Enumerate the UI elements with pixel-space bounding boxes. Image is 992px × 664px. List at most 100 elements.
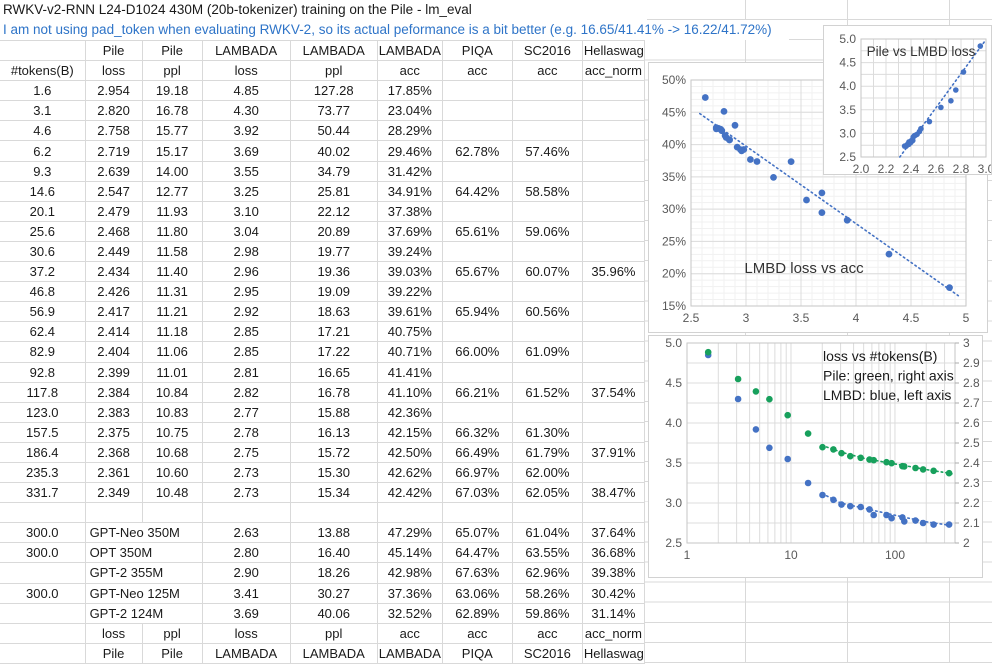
cell[interactable]: 56.9: [0, 301, 86, 323]
column-group-header[interactable]: LAMBADA: [289, 39, 378, 62]
cell[interactable]: 66.21%: [441, 381, 513, 403]
cell[interactable]: 15.88: [289, 401, 378, 423]
cell[interactable]: 39.38%: [581, 562, 646, 584]
cell[interactable]: 3.10: [201, 200, 291, 222]
cell[interactable]: [581, 321, 646, 343]
cell[interactable]: [511, 80, 583, 102]
cell[interactable]: 37.64%: [581, 522, 646, 544]
cell[interactable]: 3.04: [201, 220, 291, 242]
cell[interactable]: 37.36%: [376, 582, 443, 604]
column-header[interactable]: loss: [201, 60, 291, 82]
cell[interactable]: 62.78%: [441, 140, 513, 162]
cell[interactable]: 10.75: [141, 421, 203, 443]
footer-cell[interactable]: [0, 642, 86, 664]
cell[interactable]: 19.18: [141, 80, 203, 102]
cell[interactable]: [141, 502, 203, 524]
cell[interactable]: 46.8: [0, 281, 86, 303]
cell[interactable]: 2.92: [201, 301, 291, 323]
cell[interactable]: 42.98%: [376, 562, 443, 584]
column-group-header[interactable]: PIQA: [441, 39, 513, 62]
cell[interactable]: [581, 80, 646, 102]
cell[interactable]: 47.29%: [376, 522, 443, 544]
cell[interactable]: 62.96%: [511, 562, 583, 584]
cell[interactable]: 2.414: [84, 321, 143, 343]
cell[interactable]: 2.479: [84, 200, 143, 222]
cell[interactable]: 37.91%: [581, 441, 646, 463]
cell[interactable]: 23.04%: [376, 100, 443, 122]
footer-cell[interactable]: Pile: [84, 642, 143, 664]
cell[interactable]: 11.93: [141, 200, 203, 222]
cell[interactable]: 37.69%: [376, 220, 443, 242]
cell[interactable]: [581, 160, 646, 182]
cell[interactable]: 10.60: [141, 461, 203, 484]
cell[interactable]: [511, 361, 583, 383]
cell[interactable]: 17.21: [289, 321, 378, 343]
cell[interactable]: 60.07%: [511, 261, 583, 283]
cell[interactable]: 40.06: [289, 602, 378, 624]
cell[interactable]: 64.42%: [441, 180, 513, 202]
column-header[interactable]: ppl: [289, 60, 378, 82]
cell[interactable]: 57.46%: [511, 140, 583, 162]
cell[interactable]: [441, 120, 513, 142]
cell[interactable]: 63.06%: [441, 582, 513, 604]
cell[interactable]: 11.18: [141, 321, 203, 343]
model-name-cell[interactable]: GPT-2 124M: [84, 602, 203, 624]
cell[interactable]: 67.63%: [441, 562, 513, 584]
footer-cell[interactable]: loss: [201, 622, 291, 644]
cell[interactable]: 2.468: [84, 220, 143, 242]
cell[interactable]: 19.77: [289, 240, 378, 263]
cell[interactable]: 58.58%: [511, 180, 583, 202]
cell[interactable]: 59.06%: [511, 220, 583, 242]
cell[interactable]: 30.27: [289, 582, 378, 604]
cell[interactable]: 30.6: [0, 240, 86, 263]
chart-loss-vs-tokens[interactable]: 1 10 100 5.0 4.5 4.0 3.5 3.0 2.5 3 2.9 2.8 2.7 2.6 2.5…: [648, 335, 983, 578]
cell[interactable]: [581, 401, 646, 423]
column-header[interactable]: loss: [84, 60, 143, 82]
cell[interactable]: 4.85: [201, 80, 291, 102]
cell[interactable]: 6.2: [0, 140, 86, 162]
column-group-header[interactable]: Hellaswag: [581, 39, 646, 62]
cell[interactable]: 38.47%: [581, 482, 646, 504]
cell[interactable]: [581, 180, 646, 202]
cell[interactable]: [0, 602, 86, 624]
cell[interactable]: 1.6: [0, 80, 86, 102]
cell[interactable]: 9.3: [0, 160, 86, 182]
cell[interactable]: 2.82: [201, 381, 291, 403]
cell[interactable]: [581, 140, 646, 162]
cell[interactable]: 65.61%: [441, 220, 513, 242]
column-group-header[interactable]: Pile: [84, 39, 143, 62]
cell[interactable]: 25.81: [289, 180, 378, 202]
cell[interactable]: 40.75%: [376, 321, 443, 343]
cell[interactable]: 2.98: [201, 240, 291, 263]
cell[interactable]: 18.26: [289, 562, 378, 584]
model-name-cell[interactable]: OPT 350M: [84, 542, 203, 564]
cell[interactable]: [581, 120, 646, 142]
cell[interactable]: [511, 200, 583, 222]
cell[interactable]: 11.01: [141, 361, 203, 383]
cell[interactable]: 61.30%: [511, 421, 583, 443]
cell[interactable]: 11.58: [141, 240, 203, 263]
cell[interactable]: 2.639: [84, 160, 143, 182]
cell[interactable]: [511, 160, 583, 182]
cell[interactable]: 37.54%: [581, 381, 646, 403]
cell[interactable]: [581, 341, 646, 363]
model-name-cell[interactable]: GPT-Neo 125M: [84, 582, 203, 604]
cell[interactable]: 2.80: [201, 542, 291, 564]
cell[interactable]: 186.4: [0, 441, 86, 463]
column-group-header[interactable]: Pile: [141, 39, 203, 62]
cell[interactable]: 42.62%: [376, 461, 443, 484]
cell[interactable]: 10.68: [141, 441, 203, 463]
cell[interactable]: [84, 502, 143, 524]
cell[interactable]: 10.83: [141, 401, 203, 423]
cell[interactable]: 12.77: [141, 180, 203, 202]
cell[interactable]: 16.78: [289, 381, 378, 403]
cell[interactable]: 61.04%: [511, 522, 583, 544]
cell[interactable]: [581, 240, 646, 263]
cell[interactable]: 2.399: [84, 361, 143, 383]
cell[interactable]: 2.96: [201, 261, 291, 283]
cell[interactable]: [441, 401, 513, 423]
cell[interactable]: 3.41: [201, 582, 291, 604]
cell[interactable]: 10.84: [141, 381, 203, 403]
footer-cell[interactable]: acc: [376, 622, 443, 644]
cell[interactable]: 15.77: [141, 120, 203, 142]
